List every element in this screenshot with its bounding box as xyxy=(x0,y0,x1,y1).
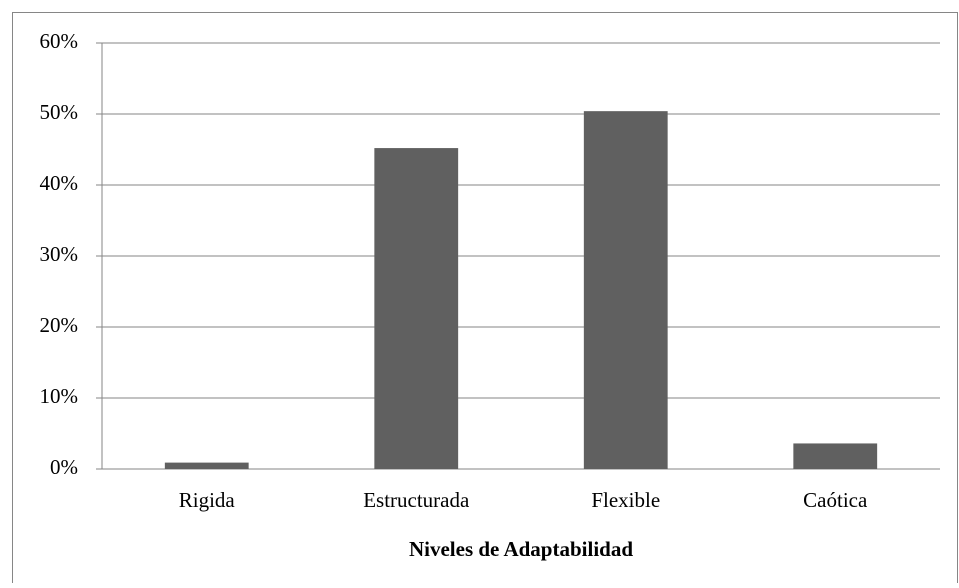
y-tick-label: 50% xyxy=(40,100,79,124)
chart-frame xyxy=(12,12,958,588)
bar xyxy=(164,462,249,469)
x-tick-label: Flexible xyxy=(591,488,660,512)
y-tick-label: 20% xyxy=(40,313,79,337)
y-tick-label: 60% xyxy=(40,29,79,53)
y-tick-label: 40% xyxy=(40,171,79,195)
y-tick-label: 0% xyxy=(50,455,78,479)
y-tick-label: 10% xyxy=(40,384,79,408)
x-tick-label: Caótica xyxy=(803,488,868,512)
x-axis-title: Niveles de Adaptabilidad xyxy=(409,537,633,561)
bar xyxy=(583,111,668,469)
bar xyxy=(793,443,878,469)
bar xyxy=(374,148,459,469)
x-tick-label: Rigida xyxy=(179,488,236,512)
y-tick-label: 30% xyxy=(40,242,79,266)
x-tick-label: Estructurada xyxy=(363,488,470,512)
